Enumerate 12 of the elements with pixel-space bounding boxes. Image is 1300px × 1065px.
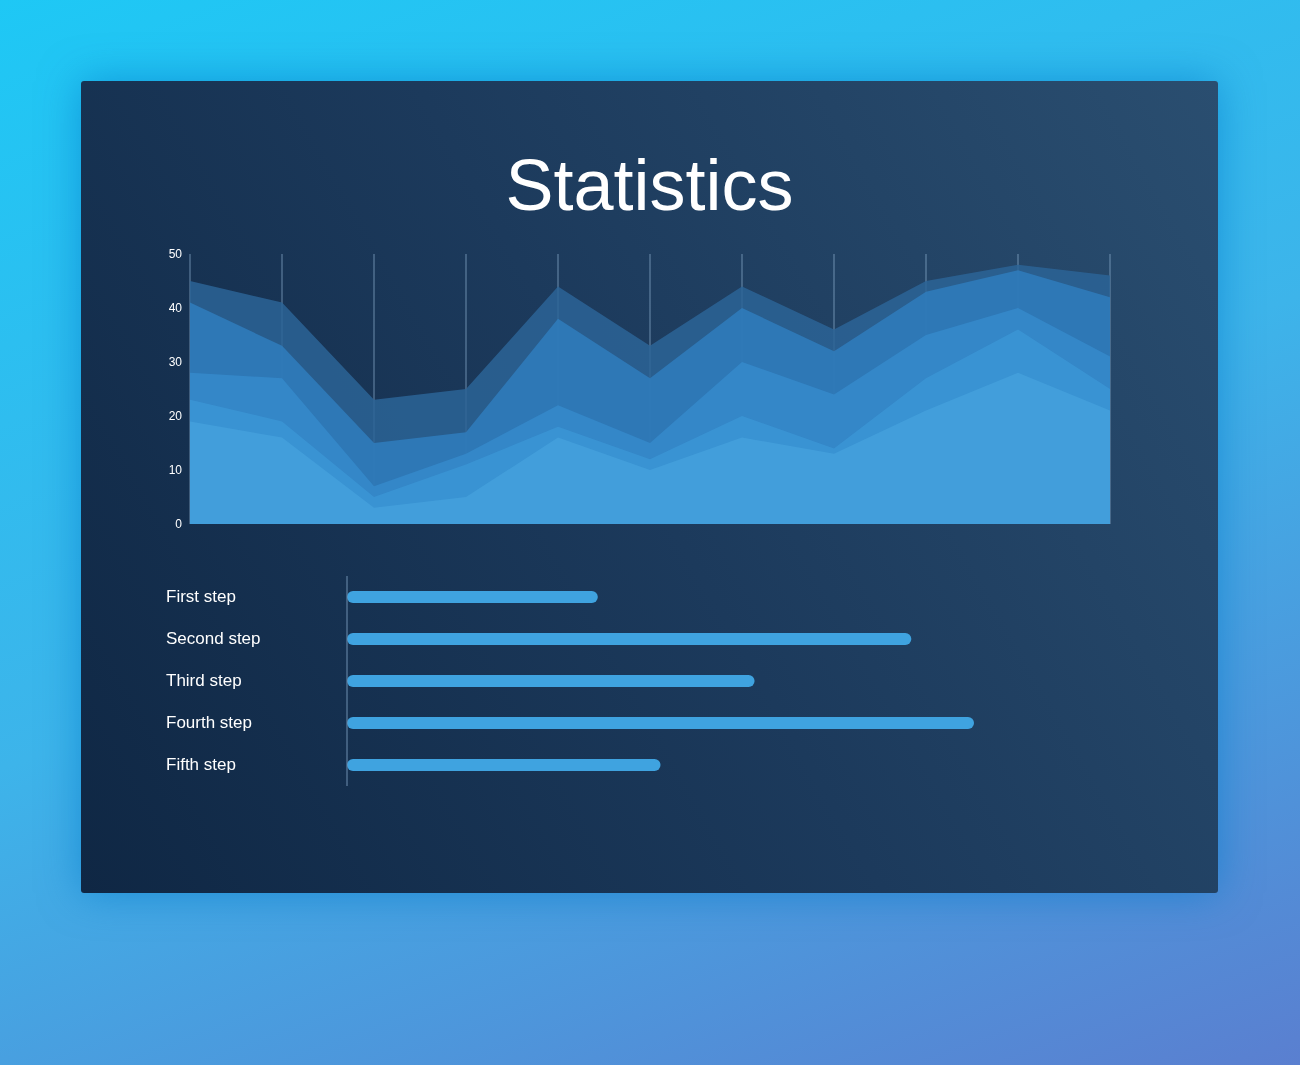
y-tick-label: Third step [166, 671, 242, 690]
y-tick-label: Fifth step [166, 755, 236, 774]
y-tick-label: 0 [175, 517, 183, 532]
y-tick-label: First step [166, 587, 236, 606]
chart-title: Statistics [504, 144, 795, 227]
y-tick-label: 30 [168, 355, 183, 370]
y-tick-label: 40 [168, 301, 183, 316]
y-tick-label: Fourth step [166, 713, 252, 732]
y-tick-label: Second step [166, 629, 261, 648]
y-tick-label: 50 [168, 247, 183, 262]
y-tick-label: 20 [168, 409, 183, 424]
y-tick-label: 10 [168, 463, 183, 478]
